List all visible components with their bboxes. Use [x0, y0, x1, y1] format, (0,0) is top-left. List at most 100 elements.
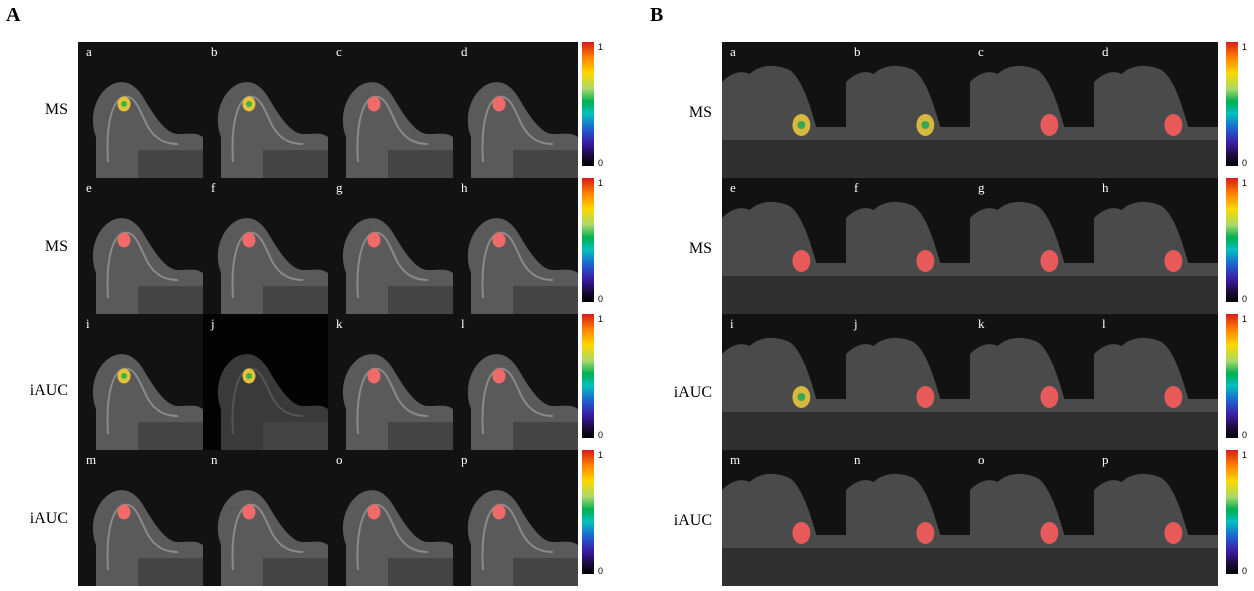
tile-letter: l	[1102, 316, 1106, 331]
lesion-overlay	[916, 250, 935, 272]
mri-slice-image	[78, 314, 203, 450]
tile-letter: h	[461, 180, 468, 195]
mri-tile: i	[722, 314, 846, 450]
mri-slice-image	[453, 450, 578, 586]
mri-tile: h	[453, 178, 578, 314]
mri-slice-image	[970, 450, 1094, 586]
colorbar-max-label: 1	[598, 178, 604, 188]
mri-tile: m	[722, 450, 846, 586]
mri-tile: e	[78, 178, 203, 314]
mri-slice-image	[970, 178, 1094, 314]
tile-letter: h	[1102, 180, 1109, 195]
lesion-overlay	[916, 522, 935, 544]
tile-letter: i	[86, 316, 90, 331]
colorbar	[1226, 314, 1238, 438]
mri-slice-image	[203, 42, 328, 178]
mri-slice-image	[1094, 42, 1218, 178]
mri-slice-image	[970, 314, 1094, 450]
lesion-overlay	[1164, 114, 1183, 136]
mri-tile: b	[203, 42, 328, 178]
mri-slice-image	[203, 450, 328, 586]
mri-tile: c	[970, 42, 1094, 178]
panel-a-row-label: MS	[44, 238, 68, 255]
tile-letter: b	[854, 44, 861, 59]
tile-letter: d	[461, 44, 468, 59]
mri-slice-image	[970, 42, 1094, 178]
tile-letter: d	[1102, 44, 1109, 59]
mri-tile: n	[846, 450, 970, 586]
tile-letter: f	[854, 180, 859, 195]
colorbar-max-label: 1	[598, 450, 604, 460]
colorbar	[1226, 42, 1238, 166]
lesion-overlay	[492, 96, 506, 112]
panel-b-row-label: iAUC	[673, 512, 712, 529]
panel-a-letter: A	[6, 4, 21, 26]
mri-tile: o	[328, 450, 453, 586]
mri-tile: h	[1094, 178, 1218, 314]
lesion-overlay	[117, 504, 131, 520]
lesion-overlay	[1040, 522, 1059, 544]
colorbar	[582, 314, 594, 438]
mri-slice-image	[78, 42, 203, 178]
mri-tile: k	[970, 314, 1094, 450]
colorbar-max-label: 1	[1242, 314, 1248, 324]
colorbar-max-label: 1	[598, 42, 604, 52]
colorbar-max-label: 1	[1242, 42, 1248, 52]
mri-slice-image	[328, 178, 453, 314]
tile-letter: i	[730, 316, 734, 331]
colorbar-min-label: 0	[1242, 430, 1248, 440]
mri-tile: e	[722, 178, 846, 314]
lesion-overlay	[1164, 250, 1183, 272]
mri-slice-image	[722, 42, 846, 178]
tile-letter: f	[211, 180, 216, 195]
mri-slice-image	[453, 42, 578, 178]
lesion-overlay	[242, 232, 256, 248]
colorbar	[1226, 178, 1238, 302]
tile-letter: b	[211, 44, 218, 59]
tile-letter: g	[978, 180, 985, 195]
tile-letter: n	[211, 452, 218, 467]
mri-tile: p	[1094, 450, 1218, 586]
mri-slice-image	[846, 42, 970, 178]
lesion-overlay	[492, 368, 506, 384]
lesion-overlay	[367, 232, 381, 248]
tile-letter: j	[854, 316, 858, 331]
mri-slice-image	[453, 314, 578, 450]
colorbar-max-label: 1	[1242, 450, 1248, 460]
panel-b-image-grid: a b c d e f g h i j k l m n o p	[722, 42, 1218, 586]
tile-letter: a	[86, 44, 92, 59]
tile-letter: m	[86, 452, 97, 467]
colorbar	[582, 450, 594, 574]
tile-letter: m	[730, 452, 741, 467]
mri-slice-image	[203, 178, 328, 314]
mri-tile: n	[203, 450, 328, 586]
mri-slice-image	[722, 178, 846, 314]
panel-a-row-label: iAUC	[29, 510, 68, 527]
tile-letter: e	[86, 180, 92, 195]
tile-letter: j	[211, 316, 215, 331]
panel-b-row-label: MS	[688, 240, 712, 257]
tile-letter: k	[978, 316, 985, 331]
mri-slice-image	[328, 42, 453, 178]
tile-letter: c	[336, 44, 342, 59]
mri-tile: j	[846, 314, 970, 450]
tile-letter: n	[854, 452, 861, 467]
tile-letter: p	[461, 452, 468, 467]
mri-tile: g	[328, 178, 453, 314]
mri-tile: f	[203, 178, 328, 314]
lesion-overlay	[242, 504, 256, 520]
lesion-overlay	[492, 232, 506, 248]
mri-slice-image	[328, 314, 453, 450]
colorbar-min-label: 0	[1242, 294, 1248, 304]
mri-tile: b	[846, 42, 970, 178]
mri-slice-image	[1094, 314, 1218, 450]
mri-tile: l	[453, 314, 578, 450]
mri-tile: d	[453, 42, 578, 178]
mri-slice-image	[78, 178, 203, 314]
mri-slice-image	[1094, 450, 1218, 586]
mri-tile: k	[328, 314, 453, 450]
mri-slice-image	[846, 450, 970, 586]
mri-slice-image	[846, 314, 970, 450]
mri-tile: j	[203, 314, 328, 450]
colorbar-min-label: 0	[598, 158, 604, 168]
